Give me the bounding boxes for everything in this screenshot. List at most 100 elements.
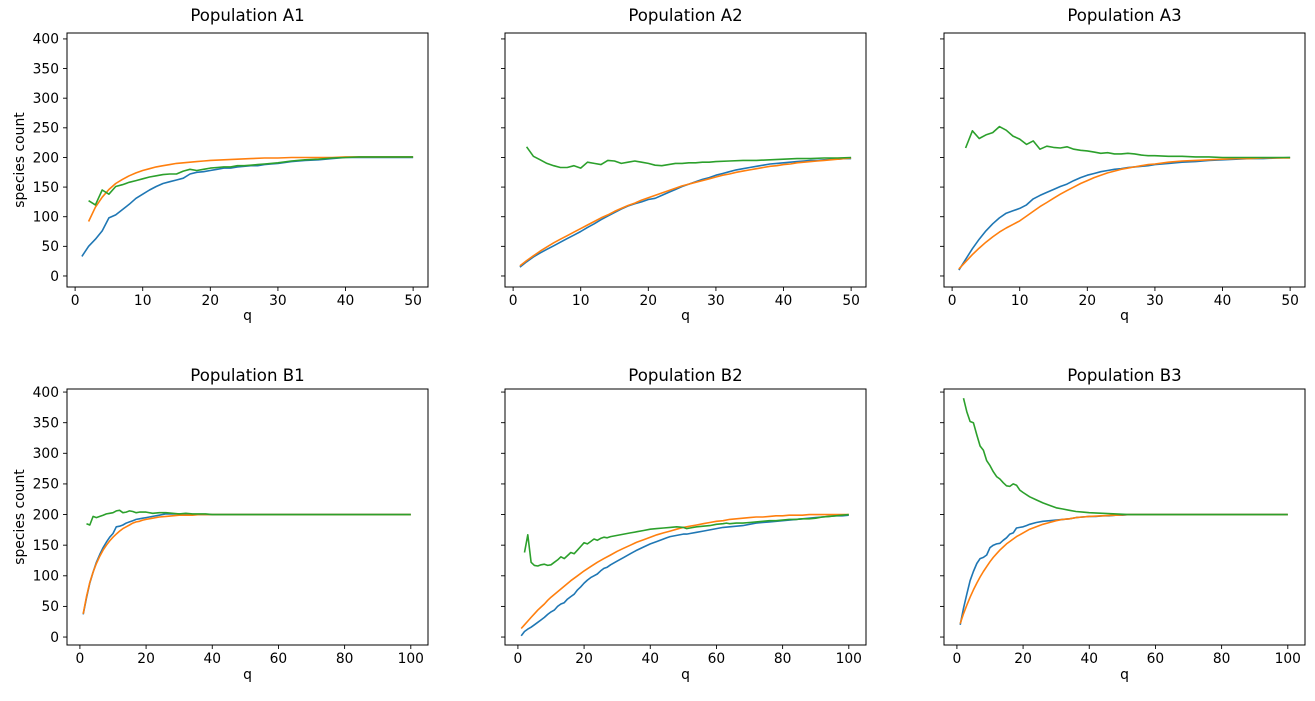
x-axis-ticks bbox=[512, 287, 852, 291]
subplot-population-b2: 0 20 40 60 80 100 Population B2 q bbox=[438, 351, 876, 701]
subplot-population-a1: 0 10 20 30 40 50 0 50 100 150 200 250 300 350 400 Popu… bbox=[0, 0, 438, 350]
y-tick-label: 50 bbox=[41, 599, 59, 615]
axes-spines bbox=[943, 388, 1306, 646]
x-tick-label: 100 bbox=[836, 651, 862, 667]
x-tick-label: 0 bbox=[953, 651, 962, 667]
axes-spines bbox=[504, 388, 867, 646]
y-tick-label: 200 bbox=[33, 507, 59, 523]
axes-spines bbox=[943, 32, 1306, 288]
series-orange-line bbox=[520, 513, 849, 630]
plot-canvas-b3: 0 20 40 60 80 100 bbox=[940, 388, 1306, 667]
y-tick-labels: 0 50 100 150 200 250 300 350 400 bbox=[33, 385, 59, 646]
subplot-title: Population B1 bbox=[190, 366, 305, 385]
series-blue-line bbox=[81, 156, 414, 257]
x-tick-label: 20 bbox=[575, 651, 593, 667]
series-orange-line bbox=[87, 156, 414, 222]
y-tick-label: 400 bbox=[33, 32, 59, 48]
axes-spines bbox=[504, 32, 867, 288]
x-axis-ticks bbox=[951, 287, 1291, 291]
x-axis-label: q bbox=[243, 308, 252, 324]
x-tick-label: 80 bbox=[1213, 651, 1231, 667]
x-tick-label: 60 bbox=[270, 651, 288, 667]
y-axis-ticks bbox=[63, 38, 67, 277]
x-axis-label: q bbox=[681, 308, 690, 324]
x-axis-ticks bbox=[79, 645, 412, 649]
subplot-title: Population A3 bbox=[1067, 6, 1182, 25]
subplot-title: Population A1 bbox=[190, 6, 305, 25]
x-tick-label: 20 bbox=[1014, 651, 1032, 667]
subplot-title: Population B2 bbox=[628, 366, 743, 385]
series-orange-line bbox=[82, 513, 411, 614]
x-tick-label: 10 bbox=[1011, 293, 1029, 309]
y-axis-ticks bbox=[940, 391, 944, 638]
x-tick-label: 40 bbox=[1080, 651, 1098, 667]
series-blue-line bbox=[958, 156, 1291, 271]
x-tick-labels: 0 20 40 60 80 100 bbox=[76, 651, 424, 667]
y-tick-label: 50 bbox=[41, 239, 59, 255]
x-tick-label: 80 bbox=[774, 651, 792, 667]
series-green-line bbox=[964, 125, 1291, 159]
series-orange-line bbox=[958, 157, 1291, 270]
x-tick-labels: 0 10 20 30 40 50 bbox=[948, 293, 1299, 309]
x-tick-label: 20 bbox=[202, 293, 220, 309]
series-green-line bbox=[88, 156, 414, 206]
y-tick-label: 200 bbox=[33, 150, 59, 166]
plot-canvas-a3: 0 10 20 30 40 50 bbox=[940, 32, 1306, 309]
x-tick-labels: 0 10 20 30 40 50 bbox=[71, 293, 422, 309]
x-tick-label: 40 bbox=[641, 651, 659, 667]
x-tick-labels: 0 20 40 60 80 100 bbox=[514, 651, 862, 667]
subplot-title: Population A2 bbox=[628, 6, 743, 25]
series-blue-line bbox=[520, 514, 849, 637]
y-tick-label: 250 bbox=[33, 477, 59, 493]
x-tick-label: 60 bbox=[1147, 651, 1165, 667]
y-tick-label: 350 bbox=[33, 61, 59, 77]
y-axis-label: species count bbox=[12, 112, 28, 208]
x-axis-ticks bbox=[74, 287, 414, 291]
x-tick-labels: 0 10 20 30 40 50 bbox=[509, 293, 860, 309]
x-axis-ticks bbox=[956, 645, 1289, 649]
axes-spines bbox=[66, 32, 429, 288]
y-tick-labels: 0 50 100 150 200 250 300 350 400 bbox=[33, 32, 59, 285]
x-tick-label: 20 bbox=[137, 651, 155, 667]
x-tick-label: 80 bbox=[336, 651, 354, 667]
y-tick-label: 350 bbox=[33, 415, 59, 431]
y-tick-label: 250 bbox=[33, 121, 59, 137]
plot-canvas-b2: 0 20 40 60 80 100 bbox=[501, 388, 867, 667]
y-tick-label: 300 bbox=[33, 446, 59, 462]
x-tick-label: 10 bbox=[572, 293, 590, 309]
x-axis-label: q bbox=[1120, 308, 1129, 324]
x-tick-label: 20 bbox=[1079, 293, 1097, 309]
y-axis-ticks bbox=[501, 391, 505, 638]
series-orange-line bbox=[519, 157, 852, 267]
x-tick-label: 50 bbox=[1281, 293, 1299, 309]
x-tick-label: 0 bbox=[76, 651, 85, 667]
y-tick-label: 0 bbox=[50, 630, 59, 646]
series-blue-line bbox=[959, 513, 1288, 625]
x-axis-label: q bbox=[243, 667, 252, 683]
subplot-population-a3: 0 10 20 30 40 50 Population A3 q bbox=[877, 0, 1315, 350]
x-axis-ticks bbox=[517, 645, 850, 649]
x-tick-labels: 0 20 40 60 80 100 bbox=[953, 651, 1301, 667]
x-tick-label: 30 bbox=[269, 293, 287, 309]
x-tick-label: 40 bbox=[1214, 293, 1232, 309]
x-axis-label: q bbox=[1120, 667, 1129, 683]
y-axis-ticks bbox=[940, 38, 944, 277]
y-axis-label: species count bbox=[12, 469, 28, 565]
axes-spines bbox=[66, 388, 429, 646]
x-tick-label: 50 bbox=[404, 293, 422, 309]
x-tick-label: 20 bbox=[640, 293, 658, 309]
series-green-line bbox=[523, 513, 849, 567]
x-tick-label: 30 bbox=[1146, 293, 1164, 309]
subplot-population-b1: 0 20 40 60 80 100 0 50 100 150 200 250 300 350 400 Pop… bbox=[0, 351, 438, 701]
y-tick-label: 400 bbox=[33, 385, 59, 401]
x-axis-label: q bbox=[681, 667, 690, 683]
subplot-title: Population B3 bbox=[1067, 366, 1182, 385]
x-tick-label: 0 bbox=[948, 293, 957, 309]
subplot-population-a2: 0 10 20 30 40 50 Population A2 q bbox=[438, 0, 876, 350]
y-axis-ticks bbox=[63, 391, 67, 638]
y-tick-label: 0 bbox=[50, 269, 59, 285]
series-blue-line bbox=[519, 157, 852, 268]
x-tick-label: 0 bbox=[514, 651, 523, 667]
y-axis-ticks bbox=[501, 38, 505, 277]
